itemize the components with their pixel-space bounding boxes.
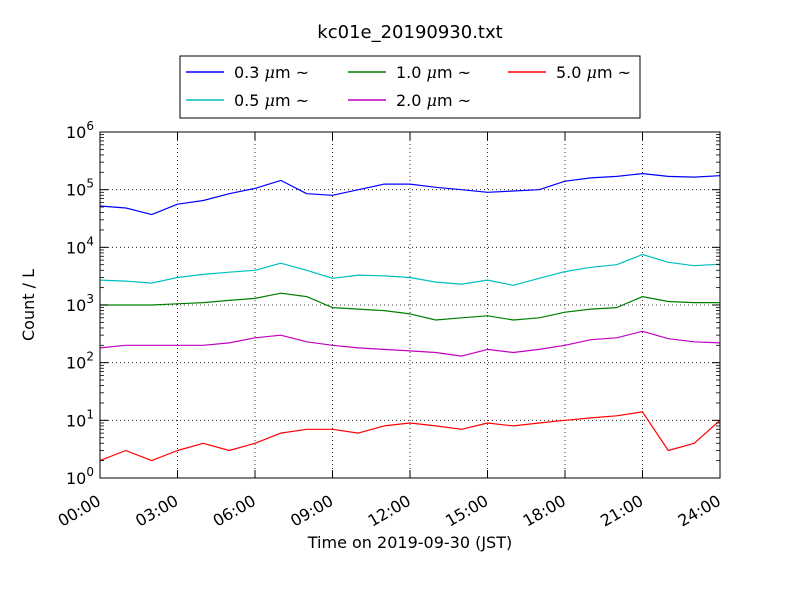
x-tick-label: 09:00 bbox=[287, 491, 336, 531]
legend-label: 0.5 μm ~ bbox=[234, 91, 309, 110]
series-layer bbox=[99, 173, 721, 462]
series-line-2-0um bbox=[99, 330, 721, 357]
legend-label: 1.0 μm ~ bbox=[396, 63, 471, 82]
legend: 0.3 μm ~ 0.5 μm ~ 1.0 μm ~ 2.0 μm ~ 5.0 μm ~ bbox=[179, 55, 641, 119]
y-axis-label: Count / L bbox=[19, 269, 38, 341]
x-axis-label: Time on 2019-09-30 (JST) bbox=[307, 533, 512, 552]
x-tick-label: 06:00 bbox=[210, 491, 259, 531]
x-tick-label: 12:00 bbox=[365, 491, 414, 531]
y-tick-label: 100 bbox=[66, 465, 94, 488]
grid bbox=[100, 132, 720, 478]
series-line-0-3um bbox=[99, 173, 721, 216]
ticks bbox=[99, 131, 721, 479]
legend-label: 5.0 μm ~ bbox=[556, 63, 631, 82]
series-line-0-5um bbox=[99, 253, 721, 286]
x-tick-label: 15:00 bbox=[442, 491, 491, 531]
y-tick-label: 105 bbox=[66, 177, 94, 200]
y-tick-label: 103 bbox=[66, 292, 94, 315]
series-line-1-0um bbox=[100, 292, 720, 321]
y-tick-label: 104 bbox=[66, 234, 94, 257]
legend-label: 0.3 μm ~ bbox=[234, 63, 309, 82]
y-tick-label: 106 bbox=[66, 119, 94, 142]
x-tick-label: 21:00 bbox=[597, 491, 646, 531]
x-tick-label: 18:00 bbox=[520, 491, 569, 531]
x-tick-label: 00:00 bbox=[55, 491, 104, 531]
y-tick-labels: 100 101 102 103 104 105 106 bbox=[66, 119, 94, 488]
series-line-5-0um bbox=[99, 411, 721, 462]
y-tick-label: 102 bbox=[66, 350, 94, 373]
chart-title: kc01e_20190930.txt bbox=[317, 22, 502, 43]
y-tick-label: 101 bbox=[66, 407, 94, 430]
x-tick-labels: 00:00 03:00 06:00 09:00 12:00 15:00 18:00 21:00… bbox=[55, 491, 724, 531]
x-tick-label: 03:00 bbox=[132, 491, 181, 531]
legend-frame bbox=[179, 55, 641, 119]
legend-label: 2.0 μm ~ bbox=[396, 91, 471, 110]
x-tick-label: 24:00 bbox=[675, 491, 724, 531]
